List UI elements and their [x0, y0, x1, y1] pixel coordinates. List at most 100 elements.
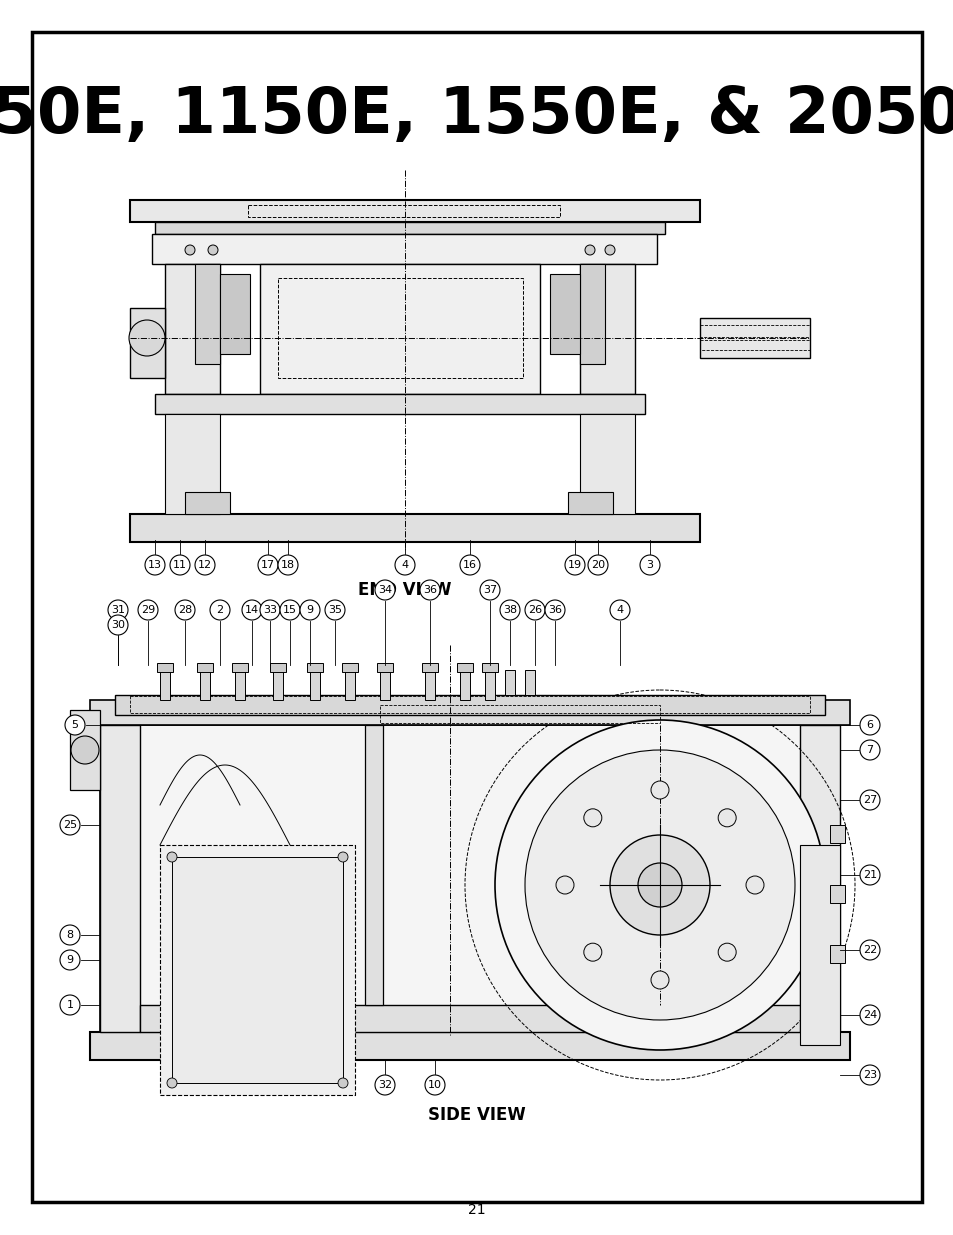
Bar [459, 671, 470, 700]
Bar [379, 671, 390, 700]
Text: 10: 10 [428, 1079, 441, 1091]
Circle shape [583, 809, 601, 826]
Bar [829, 945, 844, 963]
Circle shape [718, 809, 736, 826]
Bar [165, 264, 220, 394]
Circle shape [242, 600, 262, 620]
Bar [220, 274, 250, 354]
Bar [307, 663, 323, 672]
Circle shape [604, 245, 615, 254]
Bar [273, 671, 283, 700]
Bar [484, 671, 495, 700]
Text: 16: 16 [462, 559, 476, 571]
Text: 27: 27 [862, 795, 876, 805]
Bar [165, 414, 220, 514]
Circle shape [609, 600, 629, 620]
Circle shape [299, 600, 319, 620]
Text: 30: 30 [111, 620, 125, 630]
Bar [130, 200, 700, 222]
Bar [524, 671, 535, 695]
Circle shape [524, 750, 794, 1020]
Circle shape [138, 600, 158, 620]
Circle shape [650, 781, 668, 799]
Bar [140, 1005, 800, 1032]
Text: 6: 6 [865, 720, 873, 730]
Circle shape [544, 600, 564, 620]
Bar [154, 222, 664, 233]
Bar [310, 671, 319, 700]
Bar [200, 671, 210, 700]
Bar [579, 264, 635, 394]
Circle shape [167, 1078, 177, 1088]
Bar [130, 514, 700, 542]
Bar [196, 663, 213, 672]
Bar [194, 264, 220, 364]
Circle shape [859, 790, 879, 810]
Circle shape [210, 600, 230, 620]
Bar [90, 700, 849, 725]
Bar [379, 705, 659, 722]
Text: 14: 14 [245, 605, 259, 615]
Bar [421, 663, 437, 672]
Text: 26: 26 [527, 605, 541, 615]
Circle shape [609, 835, 709, 935]
Circle shape [167, 852, 177, 862]
Circle shape [277, 555, 297, 576]
Text: 15: 15 [283, 605, 296, 615]
Circle shape [280, 600, 299, 620]
Text: 34: 34 [377, 585, 392, 595]
Bar [504, 671, 515, 695]
Text: 18: 18 [280, 559, 294, 571]
Circle shape [208, 245, 218, 254]
Circle shape [859, 715, 879, 735]
Text: 5: 5 [71, 720, 78, 730]
Bar [424, 671, 435, 700]
Circle shape [337, 852, 348, 862]
Text: 21: 21 [468, 1203, 485, 1216]
Text: 9: 9 [67, 955, 73, 965]
Text: 950E, 1150E, 1550E, & 2050E: 950E, 1150E, 1550E, & 2050E [0, 84, 953, 146]
Bar [376, 663, 393, 672]
Circle shape [424, 1074, 444, 1095]
Circle shape [650, 971, 668, 989]
Text: 33: 33 [263, 605, 276, 615]
Circle shape [375, 580, 395, 600]
Bar [829, 825, 844, 844]
Circle shape [170, 555, 190, 576]
Bar [579, 264, 604, 364]
Text: 17: 17 [261, 559, 274, 571]
Text: 1: 1 [67, 1000, 73, 1010]
Bar [232, 663, 248, 672]
Bar [341, 663, 357, 672]
Circle shape [257, 555, 277, 576]
Circle shape [60, 950, 80, 969]
Circle shape [337, 1078, 348, 1088]
Bar [90, 1032, 849, 1060]
Bar [700, 317, 809, 358]
Circle shape [145, 555, 165, 576]
Bar [248, 205, 559, 217]
Circle shape [718, 944, 736, 961]
Circle shape [639, 555, 659, 576]
Bar [700, 340, 809, 350]
Bar [160, 671, 170, 700]
Bar [800, 725, 840, 1032]
Circle shape [375, 1074, 395, 1095]
Bar [481, 663, 497, 672]
Circle shape [65, 715, 85, 735]
Bar [579, 414, 635, 514]
Text: 36: 36 [547, 605, 561, 615]
Text: 29: 29 [141, 605, 155, 615]
Text: 3: 3 [646, 559, 653, 571]
Circle shape [419, 580, 439, 600]
Text: 38: 38 [502, 605, 517, 615]
Circle shape [395, 555, 415, 576]
Text: 32: 32 [377, 1079, 392, 1091]
Text: 37: 37 [482, 585, 497, 595]
Circle shape [499, 600, 519, 620]
Bar [172, 857, 343, 1083]
Bar [100, 725, 140, 1032]
Circle shape [638, 863, 681, 906]
Circle shape [859, 864, 879, 885]
Bar [70, 710, 100, 790]
